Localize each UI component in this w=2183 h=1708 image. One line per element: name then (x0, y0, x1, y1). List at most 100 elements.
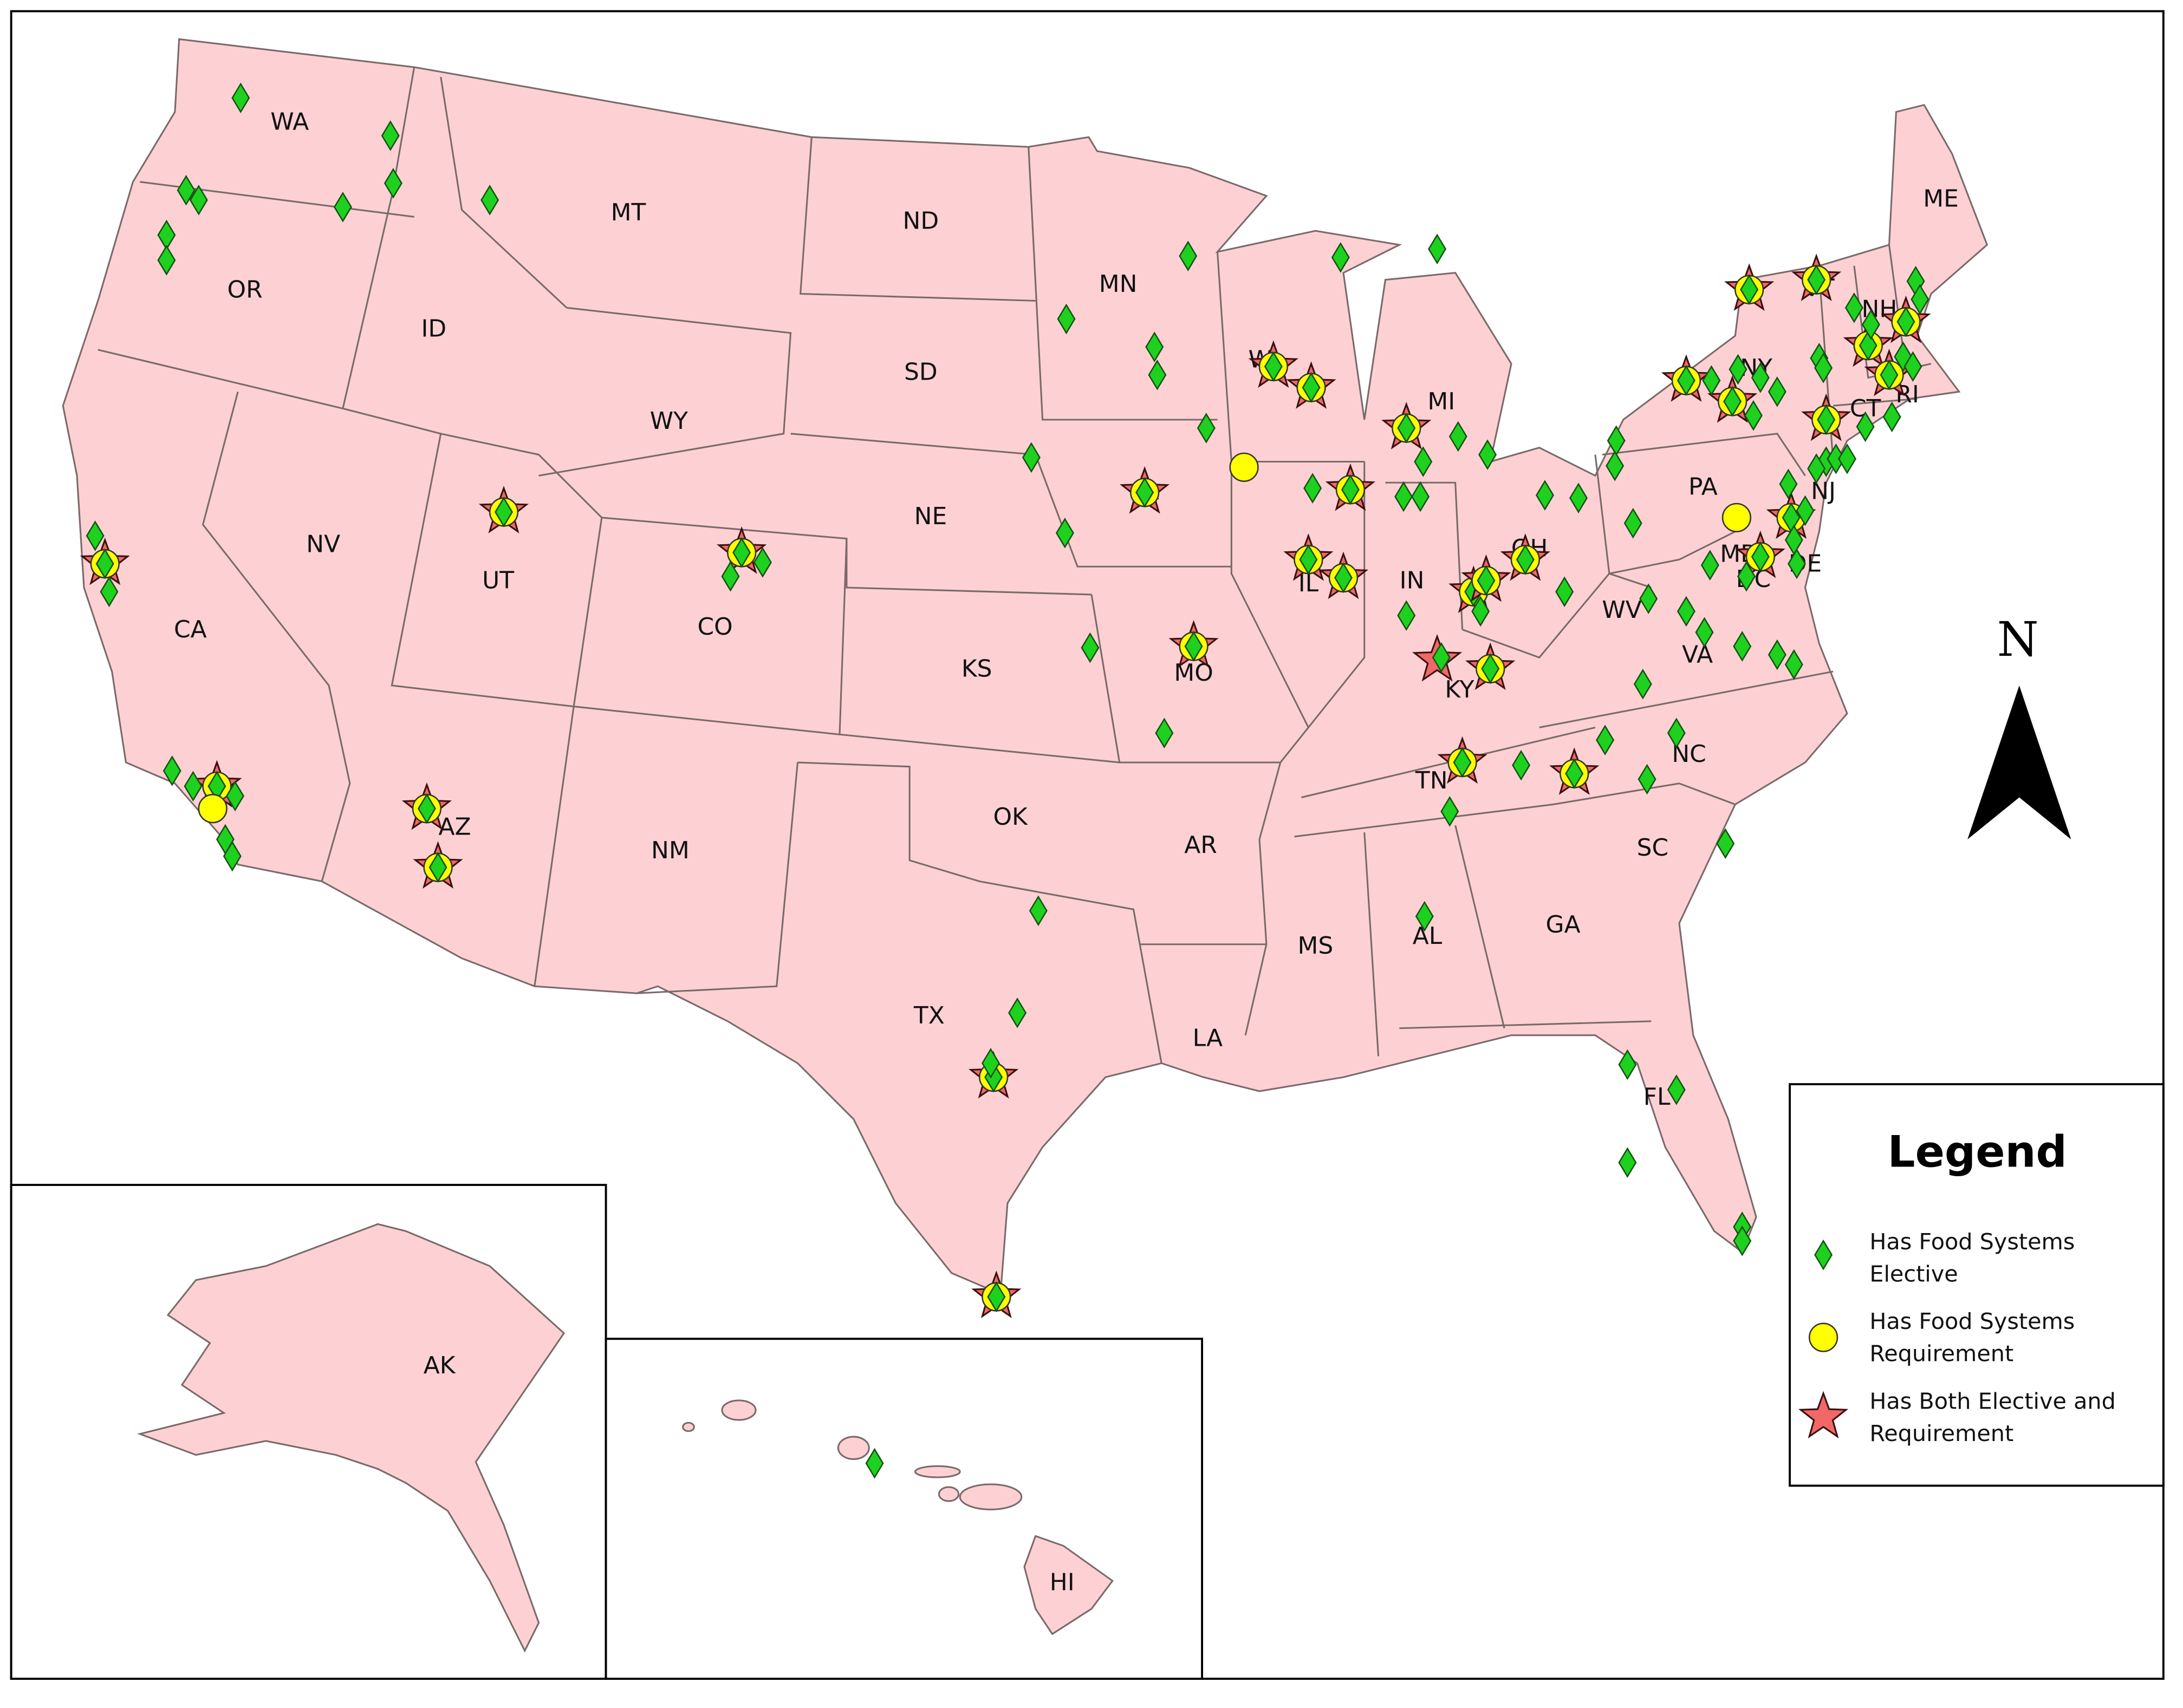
elective-marker (1477, 565, 1496, 596)
state-label: KY (1445, 676, 1474, 703)
elective-marker (1784, 524, 1803, 556)
state-label: SD (904, 358, 938, 386)
elective-marker (1623, 507, 1642, 539)
elective-marker (1155, 718, 1174, 749)
elective-marker (1453, 747, 1472, 778)
elective-marker (1516, 544, 1535, 575)
elective-marker (1397, 600, 1416, 631)
elective-marker (1740, 274, 1759, 305)
elective-marker (1700, 550, 1719, 581)
state-label: GA (1546, 911, 1581, 938)
elective-marker (1428, 233, 1447, 265)
hawaii-inset (605, 1338, 1204, 1680)
elective-marker (1716, 828, 1735, 859)
state-label: WV (1602, 596, 1641, 624)
markers (80, 82, 1931, 1479)
elective-marker (1807, 264, 1826, 296)
elective-marker (1618, 1049, 1637, 1080)
elective-marker (1751, 362, 1770, 393)
us-outline (62, 38, 1989, 1295)
state-label: CA (174, 616, 207, 643)
elective-marker (225, 780, 245, 812)
elective-marker (1695, 617, 1714, 648)
elective-marker (1606, 450, 1625, 481)
elective-marker (1751, 541, 1770, 572)
state-label: NM (651, 837, 690, 864)
inset-frame (605, 1338, 1204, 1680)
elective-marker (1264, 351, 1283, 382)
state-label: HI (1050, 1568, 1075, 1596)
elective-marker (1677, 596, 1695, 627)
elective-marker (428, 852, 447, 883)
state-borders (98, 67, 1932, 1064)
state-label: MT (611, 199, 646, 226)
elective-marker (732, 537, 751, 568)
elective-marker (189, 185, 208, 216)
requirement-marker (1721, 503, 1752, 532)
requirement-marker (198, 794, 228, 824)
legend-label: Has Food Systems Elective (1869, 1228, 2075, 1287)
island (682, 1422, 695, 1432)
elective-marker (1022, 442, 1041, 473)
state-label: ME (1923, 185, 1959, 212)
elective-marker (1535, 480, 1555, 511)
elective-marker (1737, 560, 1756, 592)
north-arrow: N (1967, 611, 2071, 839)
state-label: OK (993, 803, 1028, 831)
state-label: AK (424, 1352, 456, 1379)
elective-marker (494, 497, 514, 527)
elective-marker (1302, 372, 1321, 403)
north-arrow-shape (1967, 685, 2071, 839)
state-label: WA (270, 108, 309, 135)
elective-marker (384, 168, 402, 199)
island (914, 1465, 961, 1478)
elective-marker (223, 840, 242, 872)
elective-marker (1303, 473, 1322, 504)
elective-marker (1081, 632, 1100, 663)
legend-symbols (1798, 1239, 1849, 1439)
island (938, 1486, 960, 1502)
elective-marker (1596, 725, 1615, 755)
elective-marker (1779, 468, 1798, 500)
state-label: MN (1099, 270, 1138, 298)
state-label: NJ (1811, 477, 1836, 505)
elective-marker (1179, 240, 1198, 272)
elective-marker (1397, 413, 1416, 444)
elective-marker (1784, 649, 1803, 680)
state-label: MI (1427, 388, 1455, 415)
alaska-inset (10, 1184, 607, 1680)
elective-marker (721, 560, 740, 592)
legend-label: Has Food Systems Requirement (1869, 1308, 2075, 1367)
state-label: VA (1682, 641, 1713, 669)
elective-marker (1733, 1225, 1752, 1256)
elective-marker (95, 548, 114, 579)
elective-marker (1896, 306, 1915, 337)
elective-marker (1856, 411, 1875, 442)
island (721, 1399, 757, 1421)
state-label: IN (1400, 567, 1425, 595)
elective-marker (1565, 758, 1584, 789)
elective-marker (1859, 330, 1877, 361)
elective-marker (1768, 639, 1786, 670)
elective-marker (1911, 284, 1929, 315)
elective-marker (231, 82, 250, 114)
elective-marker (1814, 1239, 1833, 1270)
state-label: CO (697, 613, 732, 641)
elective-marker (1057, 303, 1076, 335)
elective-marker (1394, 481, 1413, 512)
elective-marker (1639, 583, 1658, 615)
contiguous-us (62, 38, 1989, 1295)
elective-marker (1478, 439, 1497, 470)
elective-marker (100, 576, 119, 608)
state-label: WY (650, 407, 688, 435)
elective-marker (184, 771, 203, 802)
legend-box (1789, 1083, 2165, 1487)
elective-marker (1633, 668, 1652, 700)
elective-marker (1334, 562, 1353, 594)
state-label: NE (914, 503, 947, 530)
elective-marker (1733, 631, 1752, 662)
elective-marker (981, 1047, 1000, 1079)
state-label: FL (1643, 1083, 1671, 1111)
elective-marker (157, 245, 176, 276)
